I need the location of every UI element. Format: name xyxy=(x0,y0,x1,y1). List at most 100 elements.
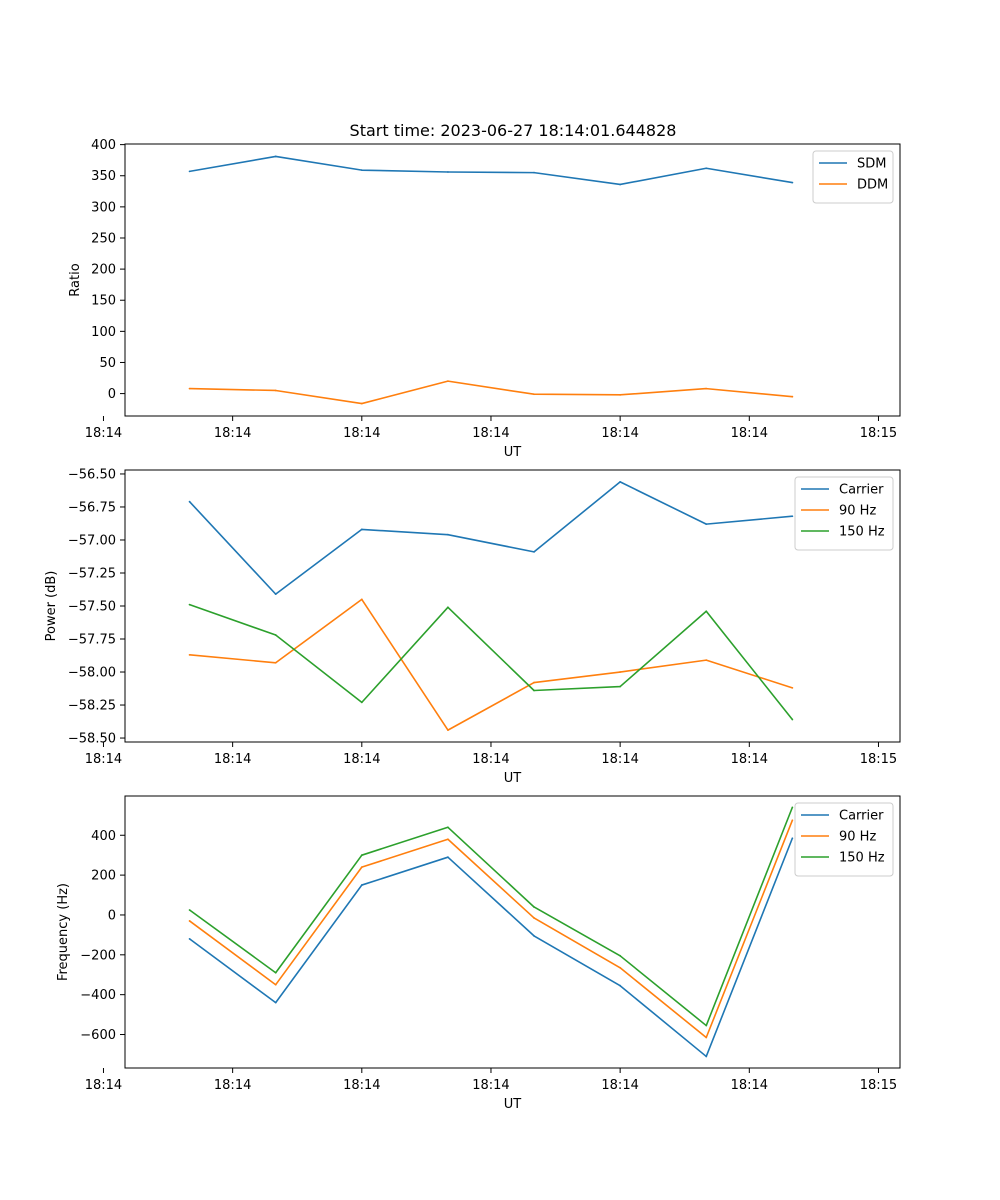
power-data-point-150-hz xyxy=(705,610,708,613)
ratio-data-point-sdm xyxy=(274,155,277,158)
frequency-x-tick-label: 18:14 xyxy=(472,1078,509,1093)
power-data-point-90-hz xyxy=(791,686,794,689)
frequency-data-point-carrier xyxy=(533,934,535,937)
ratio-data-point-sdm xyxy=(188,170,191,173)
frequency-legend-label-150-hz: 150 Hz xyxy=(839,851,885,866)
ratio-x-tick-label: 18:14 xyxy=(85,426,122,441)
ratio-data-point-ddm xyxy=(791,395,794,398)
frequency-x-tick-label: 18:15 xyxy=(860,1078,897,1093)
power-y-tick-label: −58.50 xyxy=(68,732,116,747)
power-series-line-90-hz xyxy=(189,598,793,731)
power-data-point-90-hz xyxy=(705,659,708,662)
ratio-y-axis-label: Ratio xyxy=(68,263,83,296)
frequency-data-point-90-hz xyxy=(188,920,191,922)
ratio-series-line-ddm xyxy=(189,380,793,405)
frequency-data-point-150-hz xyxy=(791,806,794,809)
frequency-y-tick-label: 200 xyxy=(91,869,116,884)
power-series-line-150-hz xyxy=(189,603,793,721)
power-data-point-90-hz xyxy=(447,729,449,732)
frequency-y-tick-label: −200 xyxy=(80,948,116,963)
power-y-tick-label: −58.25 xyxy=(68,699,116,714)
frequency-data-point-carrier xyxy=(274,1001,277,1004)
frequency-data-point-150-hz xyxy=(705,1024,708,1027)
frequency-x-tick-label: 18:14 xyxy=(601,1078,638,1093)
power-data-point-carrier xyxy=(447,533,449,536)
frequency-data-point-carrier xyxy=(619,984,622,987)
power-y-tick-label: −57.50 xyxy=(68,600,116,615)
frequency-data-point-carrier xyxy=(447,856,449,859)
frequency-data-point-90-hz xyxy=(447,838,449,841)
power-y-tick-label: −57.75 xyxy=(68,633,116,648)
power-data-point-90-hz xyxy=(533,681,535,684)
power-chart: 18:14 18:14 18:14 18:14 18:14 18:14 18:15 −58.5… xyxy=(44,467,901,786)
ratio-x-tick-label: 18:14 xyxy=(731,426,768,441)
frequency-series-line-150-hz xyxy=(189,807,794,1027)
ratio-y-tick-label: 100 xyxy=(91,325,116,340)
power-data-point-150-hz xyxy=(791,718,794,721)
ratio-legend-label-ddm: DDM xyxy=(857,178,888,193)
figure-title: Start time: 2023-06-27 18:14:01.644828 xyxy=(350,121,677,140)
power-x-axis-label: UT xyxy=(504,771,522,786)
power-y-tick-label: −56.50 xyxy=(68,467,116,482)
frequency-data-point-90-hz xyxy=(791,819,794,822)
frequency-y-tick-label: −400 xyxy=(80,988,116,1003)
frequency-data-point-90-hz xyxy=(619,966,622,969)
frequency-chart: 18:14 18:14 18:14 18:14 18:14 18:14 18:15 −600 −… xyxy=(56,795,901,1112)
frequency-data-point-90-hz xyxy=(360,866,363,869)
power-x-tick-label: 18:14 xyxy=(343,752,380,767)
power-legend-label-90-hz: 90 Hz xyxy=(839,504,876,519)
ratio-axes-frame xyxy=(124,143,901,417)
power-data-point-carrier xyxy=(619,480,622,483)
ratio-x-tick-label: 18:14 xyxy=(214,426,251,441)
frequency-x-axis-label: UT xyxy=(504,1097,522,1112)
power-legend: Carrier 90 Hz 150 Hz xyxy=(794,476,894,551)
power-data-point-90-hz xyxy=(619,671,622,673)
power-data-point-150-hz xyxy=(188,603,191,606)
ratio-x-tick-label: 18:14 xyxy=(343,426,380,441)
frequency-data-point-90-hz xyxy=(274,983,277,986)
power-data-point-carrier xyxy=(274,593,277,596)
power-x-tick-label: 18:15 xyxy=(860,752,897,767)
power-data-point-150-hz xyxy=(619,685,622,688)
frequency-x-tick-label: 18:14 xyxy=(85,1078,122,1093)
ratio-data-point-ddm xyxy=(360,402,363,405)
ratio-y-tick-label: 350 xyxy=(91,169,116,184)
power-x-tick-label: 18:14 xyxy=(214,752,251,767)
power-y-tick-label: −58.00 xyxy=(68,666,116,681)
frequency-y-tick-label: 0 xyxy=(108,908,116,923)
power-y-tick-label: −57.25 xyxy=(68,566,116,581)
ratio-legend-label-sdm: SDM xyxy=(857,157,886,172)
frequency-data-point-90-hz xyxy=(705,1036,708,1039)
ratio-data-point-sdm xyxy=(705,167,708,170)
frequency-series-line-90-hz xyxy=(189,820,794,1039)
power-x-tick-label: 18:14 xyxy=(731,752,768,767)
ratio-series-line-sdm xyxy=(189,155,793,186)
ratio-data-point-ddm xyxy=(619,393,622,396)
power-y-tick-label: −56.75 xyxy=(68,500,116,515)
power-data-point-carrier xyxy=(533,550,535,553)
ratio-y-tick-label: 150 xyxy=(91,294,116,309)
ratio-y-tick-label: 250 xyxy=(91,231,116,246)
power-data-point-150-hz xyxy=(274,634,277,636)
power-x-tick-label: 18:14 xyxy=(85,752,122,767)
ratio-chart: 18:14 18:14 18:14 18:14 18:14 18:14 18:15 0 50 10… xyxy=(68,138,901,460)
frequency-axes-frame xyxy=(124,795,901,1069)
frequency-data-point-150-hz xyxy=(274,971,277,974)
ratio-data-point-ddm xyxy=(705,387,708,390)
frequency-series-line-carrier xyxy=(189,837,794,1058)
power-data-point-carrier xyxy=(791,515,794,518)
frequency-x-tick-label: 18:14 xyxy=(343,1078,380,1093)
ratio-data-point-sdm xyxy=(360,169,363,172)
frequency-legend-label-carrier: Carrier xyxy=(839,809,884,824)
frequency-y-axis-label: Frequency (Hz) xyxy=(56,883,71,981)
ratio-data-point-ddm xyxy=(188,387,191,390)
ratio-data-point-ddm xyxy=(533,393,535,396)
frequency-legend: Carrier 90 Hz 150 Hz xyxy=(794,802,894,877)
power-data-point-150-hz xyxy=(533,689,535,692)
frequency-data-point-90-hz xyxy=(533,917,535,919)
ratio-y-tick-label: 300 xyxy=(91,200,116,215)
ratio-y-tick-label: 50 xyxy=(99,356,116,371)
ratio-data-point-sdm xyxy=(791,181,794,184)
frequency-data-point-carrier xyxy=(188,937,191,940)
power-data-point-90-hz xyxy=(274,661,277,664)
